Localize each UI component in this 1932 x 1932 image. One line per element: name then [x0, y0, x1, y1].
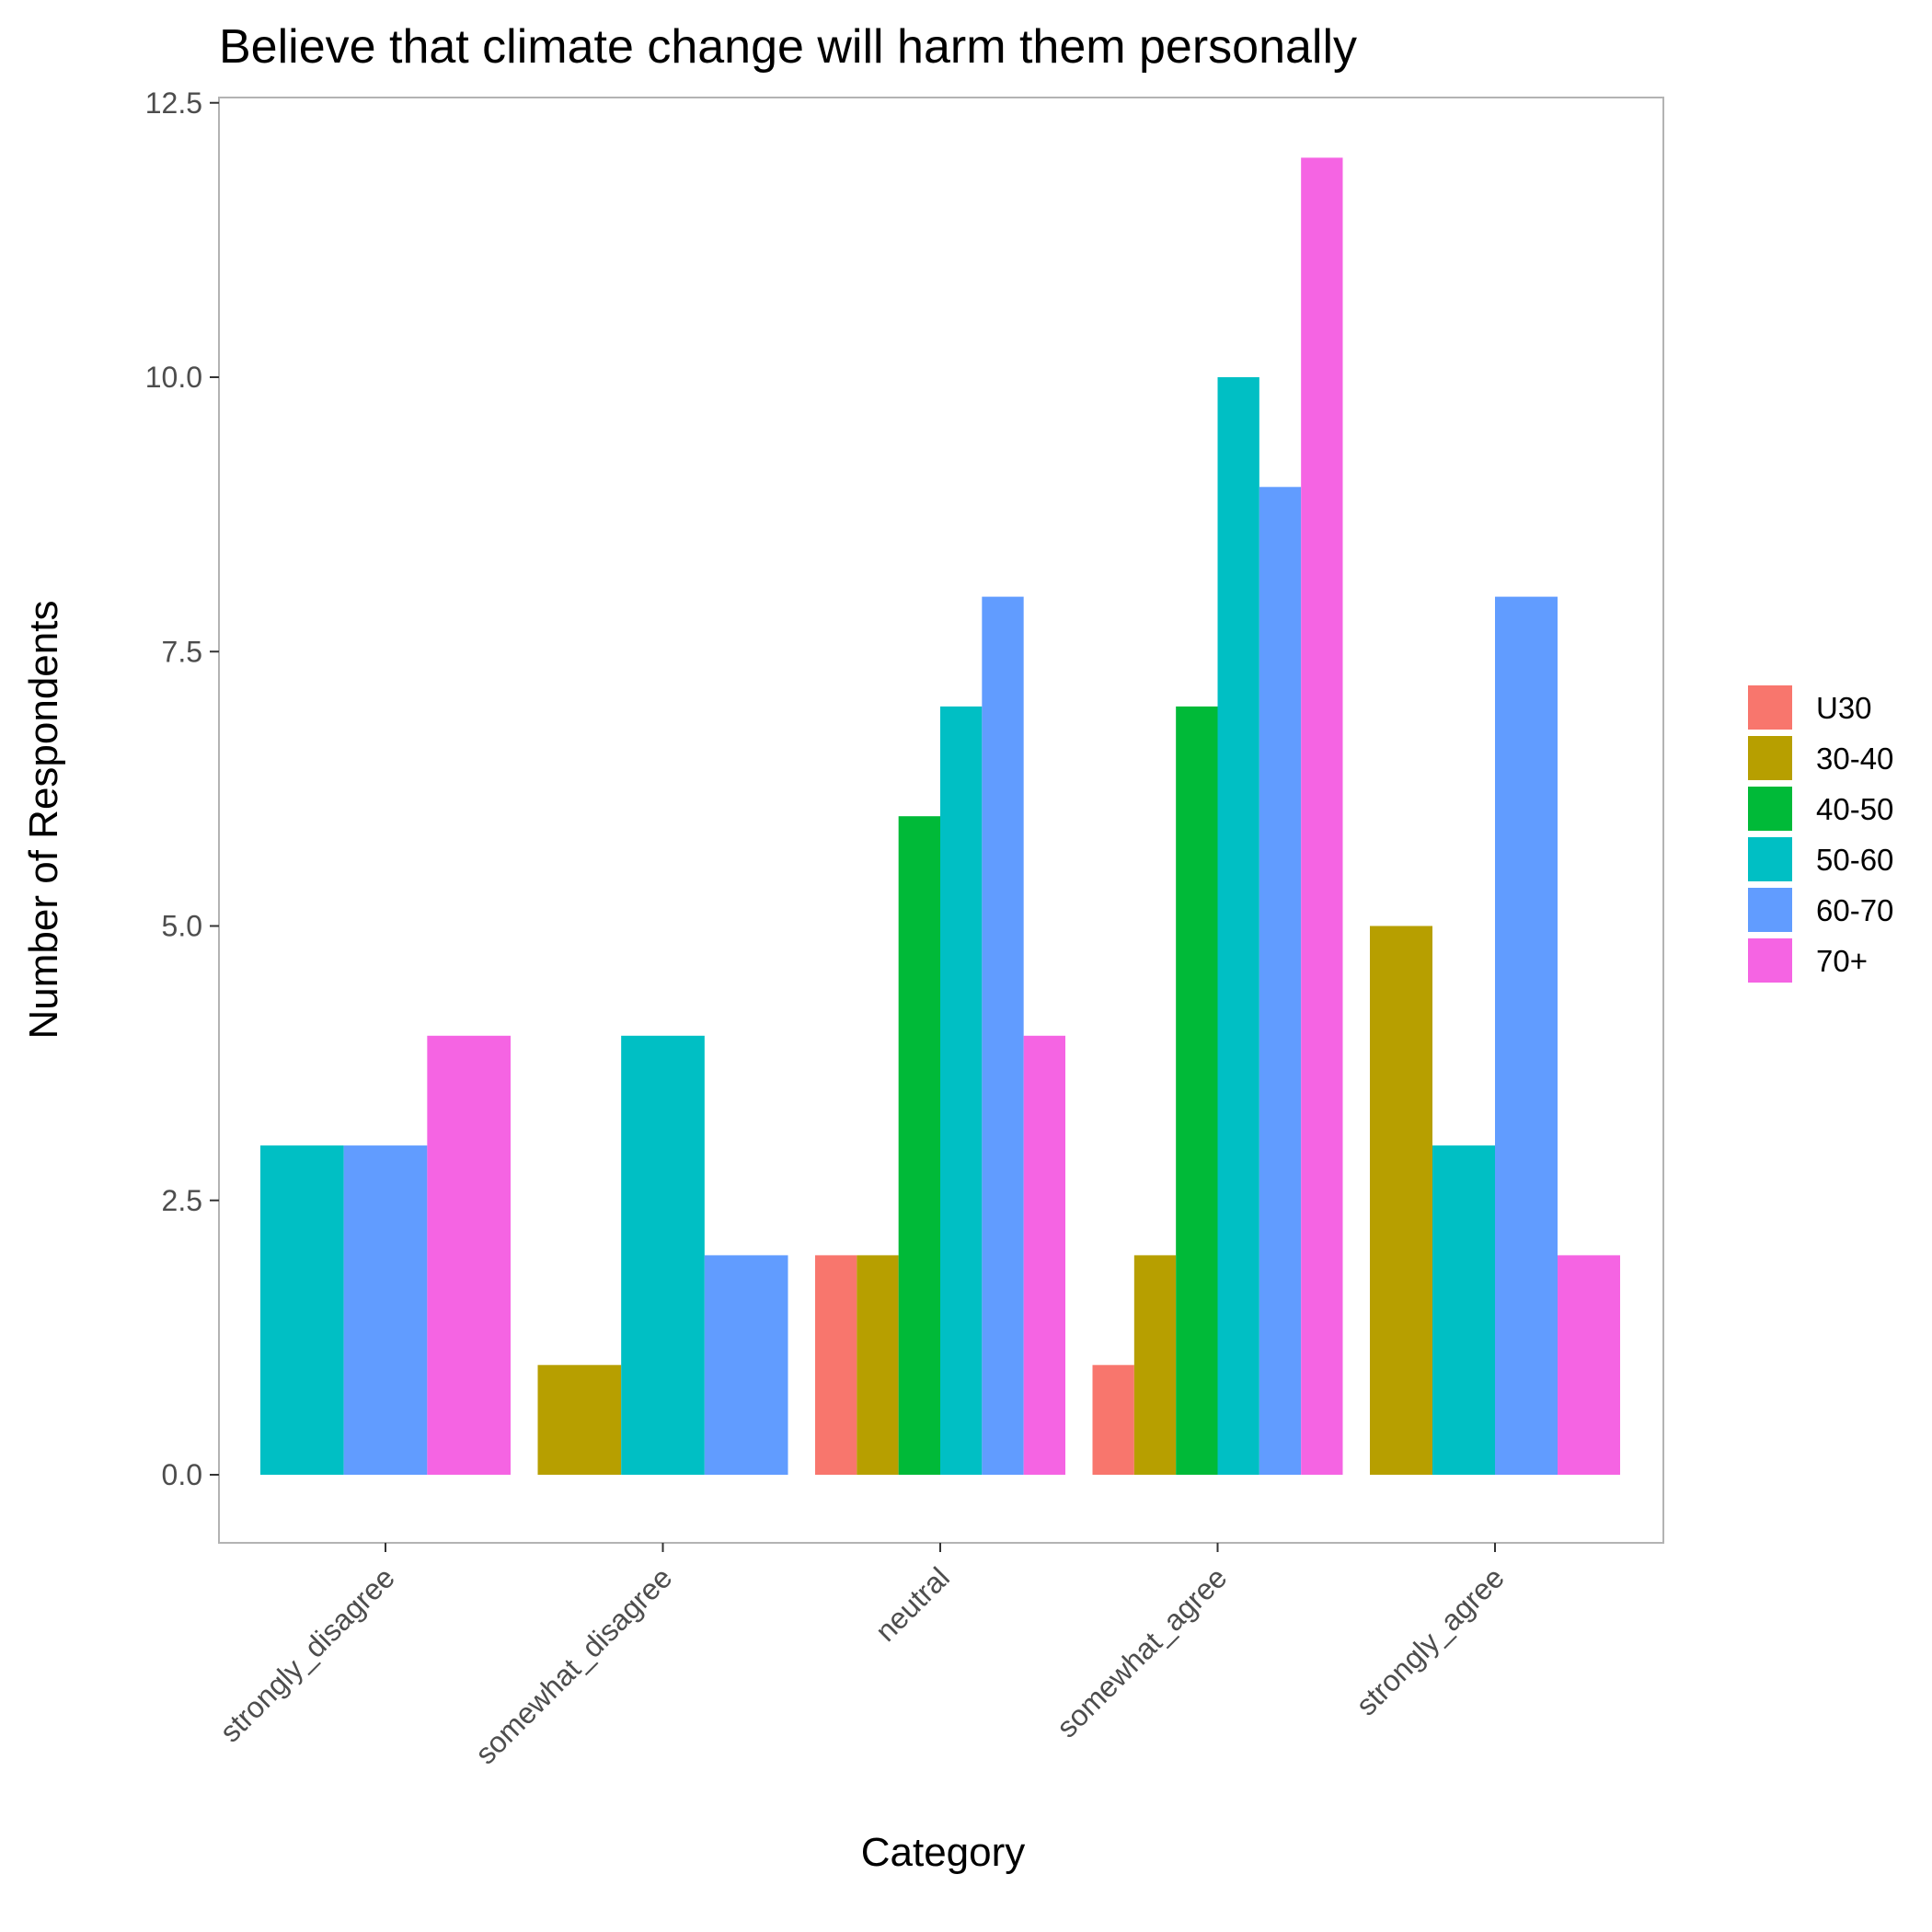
- y-tick-label: 5.0: [162, 910, 202, 943]
- bar-neutral-70+: [1023, 1035, 1065, 1475]
- bar-somewhat_agree-40-50: [1176, 706, 1218, 1475]
- legend-label: 70+: [1816, 944, 1868, 978]
- legend-key: [1748, 837, 1792, 881]
- bar-strongly_agree-30-40: [1370, 926, 1432, 1475]
- chart-title: Believe that climate change will harm th…: [219, 20, 1357, 74]
- legend-label: 50-60: [1816, 843, 1893, 877]
- bar-neutral-50-60: [940, 706, 983, 1475]
- bar-somewhat_agree-50-60: [1217, 377, 1259, 1475]
- y-tick-label: 10.0: [145, 361, 202, 394]
- bar-strongly_disagree-50-60: [260, 1145, 344, 1475]
- legend-label: 30-40: [1816, 742, 1893, 776]
- bar-somewhat_disagree-50-60: [621, 1035, 705, 1475]
- y-tick-label: 0.0: [162, 1458, 202, 1491]
- legend-key: [1748, 685, 1792, 730]
- legend-key: [1748, 938, 1792, 983]
- bar-strongly_agree-70+: [1558, 1255, 1620, 1475]
- legend-key: [1748, 736, 1792, 780]
- bar-strongly_agree-60-70: [1495, 596, 1558, 1475]
- bar-neutral-60-70: [982, 596, 1024, 1475]
- y-axis: 0.0 2.5 5.0 7.5 10.0 12.5: [145, 86, 219, 1491]
- bar-somewhat_agree-70+: [1301, 157, 1343, 1475]
- y-tick-label: 7.5: [162, 635, 202, 668]
- bar-somewhat_disagree-60-70: [704, 1255, 788, 1475]
- bar-somewhat_disagree-30-40: [537, 1364, 622, 1475]
- legend-label: 60-70: [1816, 893, 1893, 927]
- legend-label: 40-50: [1816, 792, 1893, 826]
- y-axis-title: Number of Respondents: [21, 601, 66, 1040]
- bar-strongly_agree-50-60: [1432, 1145, 1495, 1475]
- bar-somewhat_agree-U30: [1092, 1364, 1134, 1475]
- y-tick-label: 12.5: [145, 86, 202, 120]
- legend: U30 30-40 40-50 50-60 60-70 70+: [1748, 685, 1893, 983]
- bar-somewhat_agree-30-40: [1133, 1255, 1177, 1475]
- x-axis-title: Category: [861, 1830, 1026, 1875]
- bar-strongly_disagree-60-70: [343, 1145, 428, 1475]
- legend-key: [1748, 787, 1792, 831]
- legend-key: [1748, 888, 1792, 932]
- bars: [260, 157, 1620, 1475]
- bar-strongly_disagree-70+: [427, 1035, 511, 1475]
- bar-neutral-40-50: [898, 816, 940, 1475]
- bar-somewhat_agree-60-70: [1259, 487, 1302, 1475]
- bar-neutral-U30: [815, 1255, 857, 1475]
- y-tick-label: 2.5: [162, 1184, 202, 1217]
- bar-neutral-30-40: [857, 1255, 899, 1475]
- legend-label: U30: [1816, 691, 1872, 725]
